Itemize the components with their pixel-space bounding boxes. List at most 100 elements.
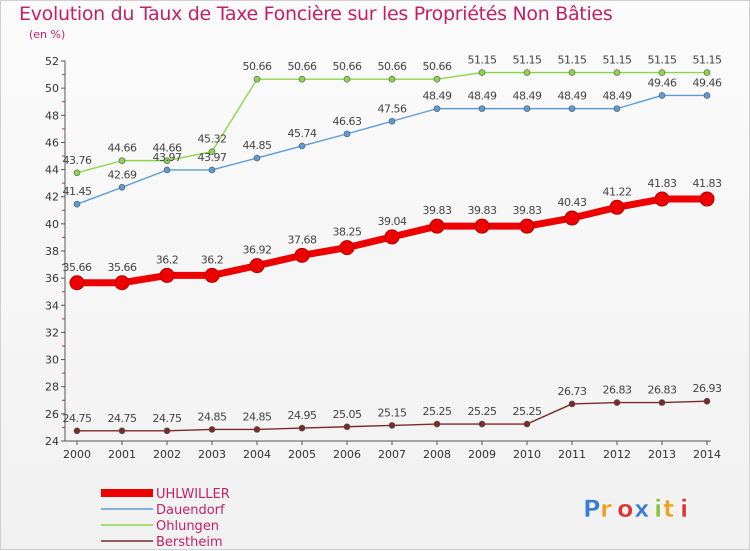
- data-label-berstheim: 26.83: [603, 384, 632, 397]
- data-point-ohlungen: [163, 157, 171, 164]
- data-point-uhlwiller: [519, 218, 535, 234]
- data-label-berstheim: 24.75: [63, 412, 92, 425]
- y-axis-unit: (en %): [29, 28, 66, 41]
- data-point-uhlwiller: [699, 191, 715, 207]
- data-point-ohlungen: [118, 157, 126, 164]
- data-point-uhlwiller: [429, 218, 445, 234]
- data-label-ohlungen: 44.66: [153, 142, 182, 155]
- data-point-uhlwiller: [564, 210, 580, 226]
- logo-letter: i: [654, 495, 662, 523]
- data-label-dauendorf: 46.63: [333, 115, 362, 128]
- y-tick-label: 40: [45, 218, 59, 231]
- y-tick-label: 38: [45, 245, 59, 258]
- data-label-uhlwiller: 39.83: [513, 204, 542, 217]
- data-point-uhlwiller: [204, 267, 220, 283]
- y-tick-label: 34: [45, 299, 59, 312]
- data-label-ohlungen: 51.15: [648, 54, 677, 67]
- data-point-ohlungen: [343, 75, 351, 83]
- point-labels: 24.75 24.75 24.75 24.85 24.85 24.95 25.05 25.15…: [63, 54, 723, 425]
- data-point-uhlwiller: [294, 247, 310, 263]
- data-point-dauendorf: [523, 105, 531, 112]
- data-label-ohlungen: 50.66: [243, 60, 272, 73]
- x-tick-label: 2000: [63, 448, 91, 461]
- data-label-dauendorf: 42.69: [108, 168, 137, 181]
- data-label-uhlwiller: 40.43: [558, 196, 587, 209]
- x-tick-label: 2008: [423, 448, 451, 461]
- data-label-ohlungen: 50.66: [378, 60, 407, 73]
- data-point-ohlungen: [73, 169, 81, 177]
- data-label-uhlwiller: 39.83: [423, 204, 452, 217]
- data-point-berstheim: [613, 399, 621, 406]
- data-point-berstheim: [73, 427, 81, 435]
- data-label-uhlwiller: 35.66: [108, 261, 137, 274]
- logo-letter: x: [634, 495, 650, 523]
- data-label-uhlwiller: 41.83: [693, 177, 722, 190]
- data-point-uhlwiller: [654, 191, 670, 207]
- data-point-uhlwiller: [249, 258, 265, 274]
- data-label-ohlungen: 51.15: [558, 54, 587, 67]
- data-point-dauendorf: [118, 184, 126, 191]
- data-point-dauendorf: [433, 105, 441, 112]
- data-point-uhlwiller: [69, 275, 85, 291]
- data-label-uhlwiller: 36.2: [156, 253, 179, 266]
- data-label-dauendorf: 49.46: [693, 76, 722, 89]
- x-tick-label: 2001: [108, 448, 136, 461]
- data-point-uhlwiller: [474, 218, 490, 234]
- data-point-berstheim: [568, 400, 576, 408]
- x-tick-label: 2004: [243, 448, 271, 461]
- data-point-dauendorf: [73, 200, 81, 208]
- data-label-dauendorf: 48.49: [423, 90, 452, 103]
- data-label-ohlungen: 51.15: [513, 54, 542, 67]
- data-point-ohlungen: [298, 75, 306, 83]
- data-label-dauendorf: 49.46: [648, 76, 677, 89]
- y-tick-label: 26: [45, 408, 59, 421]
- data-point-ohlungen: [478, 69, 486, 76]
- data-point-berstheim: [523, 420, 531, 428]
- data-label-berstheim: 24.95: [288, 409, 317, 422]
- data-label-uhlwiller: 35.66: [63, 261, 92, 274]
- data-point-uhlwiller: [384, 229, 400, 245]
- x-tick-label: 2005: [288, 448, 316, 461]
- data-label-uhlwiller: 38.25: [333, 226, 362, 239]
- x-tick-label: 2009: [468, 448, 496, 461]
- logo-letter: r: [600, 495, 612, 523]
- data-label-ohlungen: 43.76: [63, 154, 92, 167]
- data-label-dauendorf: 44.85: [243, 139, 272, 152]
- data-label-dauendorf: 47.56: [378, 102, 407, 115]
- data-label-dauendorf: 43.97: [153, 151, 182, 164]
- data-label-dauendorf: 48.49: [513, 90, 542, 103]
- axes: 24 26 28 30 32 34 36 38 40 42 44 46 48 50 52 2000 2001 20…: [45, 55, 721, 461]
- x-tick-label: 2006: [333, 448, 361, 461]
- y-tick-label: 24: [45, 435, 59, 448]
- y-tick-label: 32: [45, 326, 59, 339]
- data-label-berstheim: 24.75: [153, 412, 182, 425]
- data-point-berstheim: [253, 426, 261, 433]
- y-tick-label: 44: [45, 164, 59, 177]
- data-label-berstheim: 25.05: [333, 408, 362, 421]
- data-label-ohlungen: 51.15: [693, 54, 722, 67]
- data-point-ohlungen: [523, 69, 531, 76]
- data-label-uhlwiller: 39.83: [468, 204, 497, 217]
- data-label-berstheim: 24.75: [108, 412, 137, 425]
- data-point-berstheim: [433, 420, 441, 428]
- data-label-ohlungen: 44.66: [108, 142, 137, 155]
- x-tick-label: 2014: [693, 448, 721, 461]
- data-point-berstheim: [703, 397, 711, 405]
- data-point-berstheim: [163, 427, 171, 435]
- data-point-dauendorf: [343, 130, 351, 138]
- data-label-berstheim: 25.25: [513, 405, 542, 418]
- data-point-dauendorf: [658, 92, 666, 99]
- data-label-dauendorf: 48.49: [603, 90, 632, 103]
- x-tick-label: 2013: [648, 448, 676, 461]
- data-label-dauendorf: 41.45: [63, 185, 92, 198]
- data-point-dauendorf: [208, 166, 216, 174]
- x-tick-label: 2002: [153, 448, 181, 461]
- y-tick-label: 30: [45, 354, 59, 367]
- data-label-berstheim: 25.25: [468, 405, 497, 418]
- data-point-uhlwiller: [609, 199, 625, 215]
- data-point-dauendorf: [163, 166, 171, 174]
- data-label-uhlwiller: 41.83: [648, 177, 677, 190]
- data-point-uhlwiller: [114, 275, 130, 291]
- y-tick-label: 48: [45, 109, 59, 122]
